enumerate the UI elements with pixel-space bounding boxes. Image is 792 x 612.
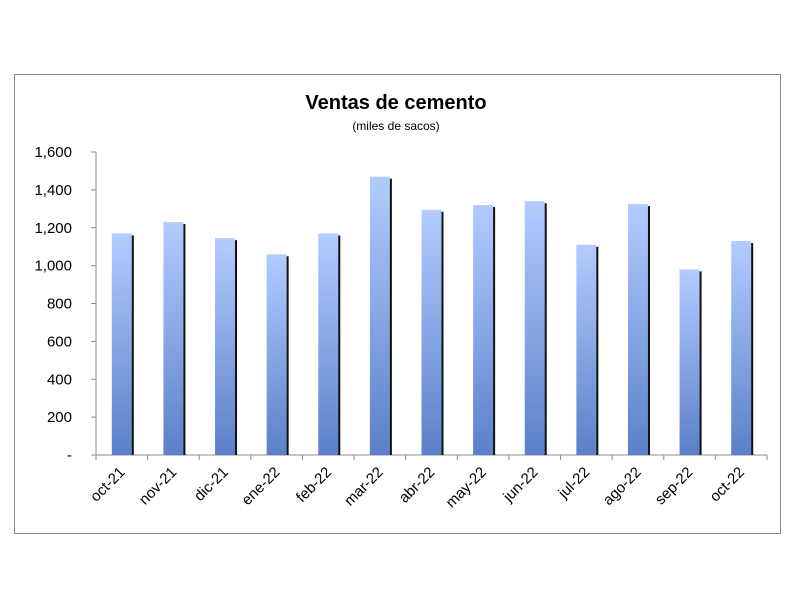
x-tick-label: nov-21 <box>136 464 180 508</box>
y-tick-label: 1,600 <box>34 144 72 161</box>
bar <box>111 233 132 455</box>
bar <box>266 254 287 455</box>
y-tick-label: 1,200 <box>34 220 72 237</box>
x-tick-label: ene-22 <box>238 464 283 509</box>
x-tick-label: may-22 <box>443 464 490 511</box>
y-tick-label: - <box>67 447 72 464</box>
bar <box>318 233 339 455</box>
bar <box>473 205 494 455</box>
x-tick-label: jun-22 <box>499 464 541 506</box>
bar <box>576 244 597 455</box>
x-tick-label: abr-22 <box>396 464 439 507</box>
y-tick-label: 1,000 <box>34 258 72 275</box>
bar <box>369 176 390 455</box>
chart-svg: Ventas de cemento (miles de sacos) - 200 4… <box>34 92 768 511</box>
x-tick-label: feb-22 <box>293 464 335 506</box>
bar <box>421 209 442 455</box>
x-tick-label: sep-22 <box>652 464 696 508</box>
chart-frame: Ventas de cemento (miles de sacos) - 200 4… <box>14 74 781 534</box>
bar <box>524 201 545 455</box>
y-tick-label: 1,400 <box>34 182 72 199</box>
plot-area: - 200 400 600 800 1,000 1,200 1,400 1,600 oct-21 n… <box>34 144 768 511</box>
x-tick-label: mar-22 <box>341 464 387 510</box>
x-tick-label: oct-21 <box>87 464 129 506</box>
y-tick-label: 400 <box>47 371 72 388</box>
chart-title: Ventas de cemento <box>305 92 486 114</box>
x-tick-label: dic-21 <box>191 464 232 505</box>
bar <box>163 222 184 455</box>
bar <box>215 238 236 455</box>
bar <box>627 204 648 455</box>
x-tick-label: ago-22 <box>600 464 645 509</box>
y-tick-label: 800 <box>47 296 72 313</box>
chart-subtitle: (miles de sacos) <box>352 119 439 133</box>
bar <box>679 269 700 455</box>
bar <box>731 241 752 455</box>
x-tick-label: jul-22 <box>555 464 594 503</box>
y-tick-label: 200 <box>47 409 72 426</box>
x-tick-label: oct-22 <box>707 464 749 506</box>
y-tick-label: 600 <box>47 333 72 350</box>
